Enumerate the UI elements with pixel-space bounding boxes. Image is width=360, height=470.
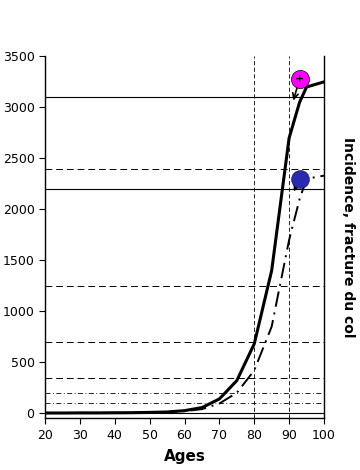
Text: +: + xyxy=(295,74,304,84)
X-axis label: Ages: Ages xyxy=(163,449,206,464)
Y-axis label: Incidence, fracture du col: Incidence, fracture du col xyxy=(341,137,355,337)
